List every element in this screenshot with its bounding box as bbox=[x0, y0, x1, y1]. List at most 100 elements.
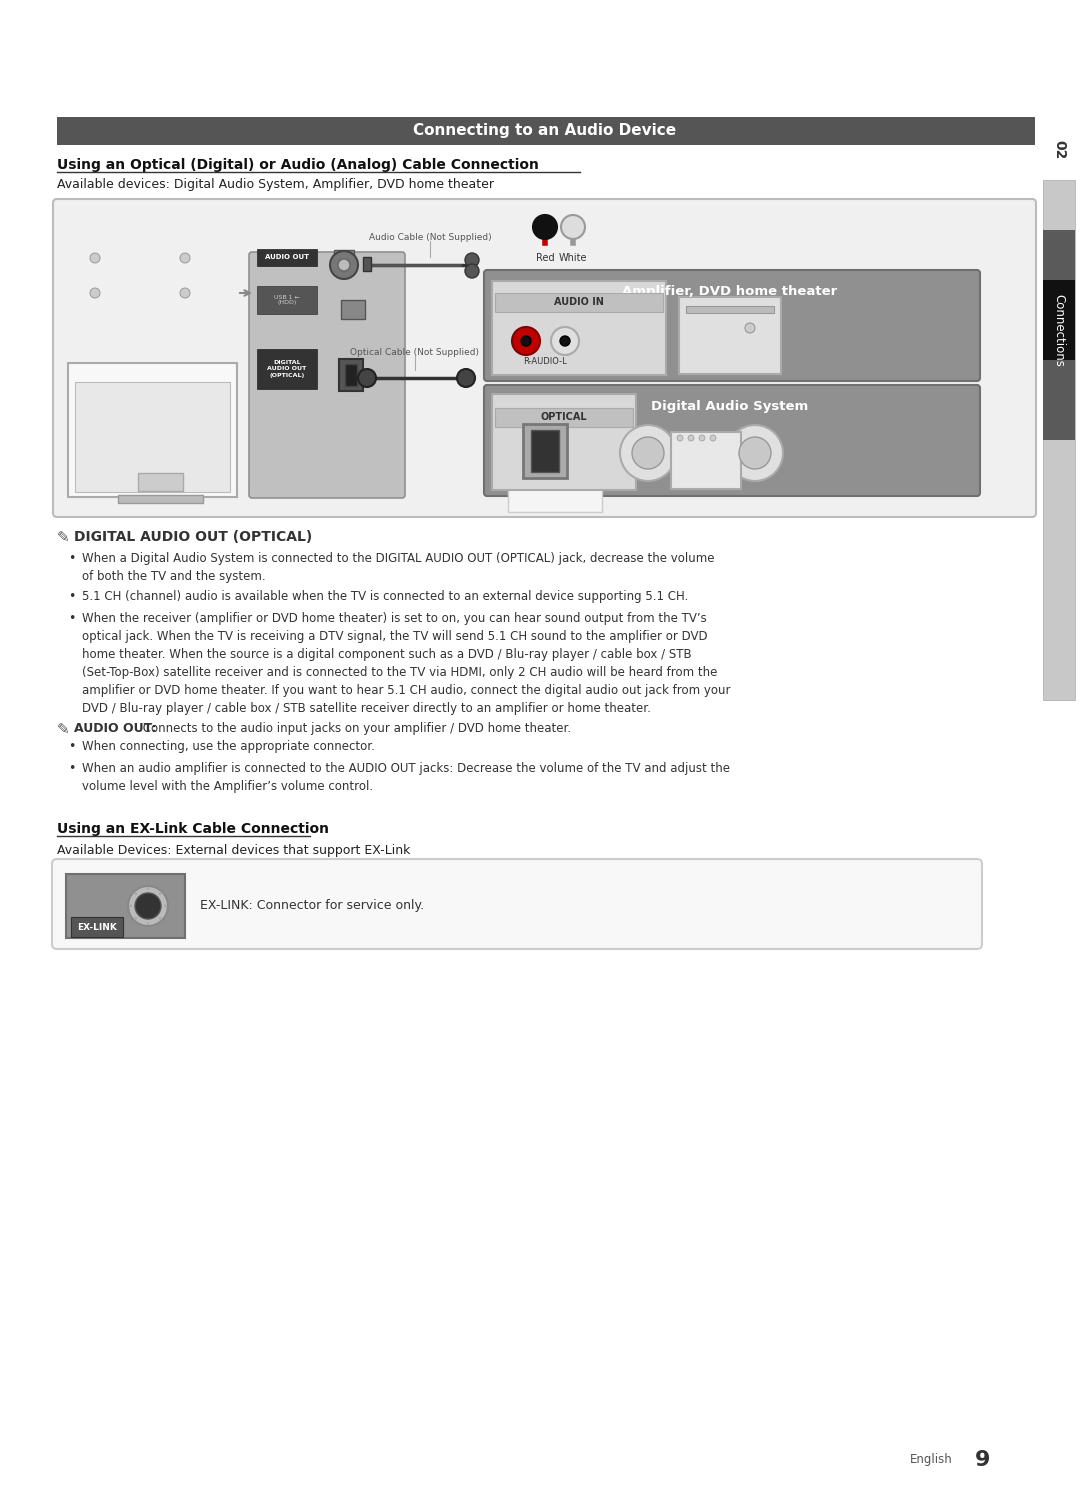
Text: ✎: ✎ bbox=[57, 530, 70, 545]
Text: 5.1 CH (channel) audio is available when the TV is connected to an external devi: 5.1 CH (channel) audio is available when… bbox=[82, 590, 688, 604]
FancyBboxPatch shape bbox=[495, 408, 633, 427]
FancyBboxPatch shape bbox=[363, 257, 372, 270]
FancyBboxPatch shape bbox=[71, 917, 123, 937]
Circle shape bbox=[561, 336, 570, 347]
Circle shape bbox=[357, 369, 376, 387]
Circle shape bbox=[512, 327, 540, 356]
Text: When a Digital Audio System is connected to the DIGITAL AUDIO OUT (OPTICAL) jack: When a Digital Audio System is connected… bbox=[82, 551, 715, 583]
Text: •: • bbox=[68, 762, 76, 775]
FancyBboxPatch shape bbox=[679, 297, 781, 374]
FancyBboxPatch shape bbox=[75, 382, 230, 492]
Text: Connecting to an Audio Device: Connecting to an Audio Device bbox=[414, 124, 676, 139]
Circle shape bbox=[134, 892, 137, 895]
Text: DIGITAL
AUDIO OUT
(OPTICAL): DIGITAL AUDIO OUT (OPTICAL) bbox=[268, 360, 307, 378]
Circle shape bbox=[677, 435, 683, 441]
FancyBboxPatch shape bbox=[257, 350, 318, 388]
Text: 9: 9 bbox=[975, 1451, 990, 1470]
Circle shape bbox=[90, 252, 100, 263]
FancyBboxPatch shape bbox=[671, 432, 741, 489]
FancyBboxPatch shape bbox=[484, 385, 980, 496]
Circle shape bbox=[745, 323, 755, 333]
Text: English: English bbox=[910, 1454, 953, 1467]
Circle shape bbox=[710, 435, 716, 441]
Text: Connections: Connections bbox=[1053, 293, 1066, 366]
Circle shape bbox=[159, 917, 162, 920]
Circle shape bbox=[620, 424, 676, 481]
FancyBboxPatch shape bbox=[484, 270, 980, 381]
Circle shape bbox=[632, 438, 664, 469]
Text: •: • bbox=[68, 613, 76, 624]
Text: EX-LINK: EX-LINK bbox=[77, 922, 117, 931]
FancyBboxPatch shape bbox=[531, 430, 559, 472]
Circle shape bbox=[135, 893, 161, 919]
Circle shape bbox=[180, 288, 190, 297]
Circle shape bbox=[147, 887, 149, 890]
Text: EX-LINK: Connector for service only.: EX-LINK: Connector for service only. bbox=[200, 899, 424, 913]
Text: USB 1 ←
(HDD): USB 1 ← (HDD) bbox=[274, 294, 300, 305]
FancyBboxPatch shape bbox=[341, 300, 365, 320]
FancyBboxPatch shape bbox=[57, 117, 1035, 145]
Circle shape bbox=[551, 327, 579, 356]
Text: Using an Optical (Digital) or Audio (Analog) Cable Connection: Using an Optical (Digital) or Audio (Ana… bbox=[57, 158, 539, 172]
Circle shape bbox=[739, 438, 771, 469]
FancyBboxPatch shape bbox=[1043, 179, 1075, 701]
Text: Connects to the audio input jacks on your amplifier / DVD home theater.: Connects to the audio input jacks on you… bbox=[139, 722, 571, 735]
Circle shape bbox=[457, 369, 475, 387]
Text: ✎: ✎ bbox=[57, 722, 70, 737]
Circle shape bbox=[688, 435, 694, 441]
Text: DIGITAL AUDIO OUT (OPTICAL): DIGITAL AUDIO OUT (OPTICAL) bbox=[75, 530, 312, 544]
Circle shape bbox=[521, 336, 531, 347]
Text: Red: Red bbox=[536, 252, 554, 263]
Circle shape bbox=[465, 264, 480, 278]
Circle shape bbox=[699, 435, 705, 441]
FancyBboxPatch shape bbox=[686, 306, 774, 314]
Text: OPTICAL: OPTICAL bbox=[541, 412, 588, 421]
FancyBboxPatch shape bbox=[118, 495, 203, 503]
Circle shape bbox=[90, 288, 100, 297]
Circle shape bbox=[134, 917, 137, 920]
Text: 02: 02 bbox=[1052, 140, 1066, 160]
Text: Optical Cable (Not Supplied): Optical Cable (Not Supplied) bbox=[351, 348, 480, 357]
Text: •: • bbox=[68, 740, 76, 753]
FancyBboxPatch shape bbox=[257, 285, 318, 314]
Text: Available Devices: External devices that support EX-Link: Available Devices: External devices that… bbox=[57, 844, 410, 858]
FancyBboxPatch shape bbox=[495, 293, 663, 312]
Circle shape bbox=[164, 904, 167, 907]
FancyBboxPatch shape bbox=[257, 249, 318, 266]
Text: When the receiver (amplifier or DVD home theater) is set to on, you can hear sou: When the receiver (amplifier or DVD home… bbox=[82, 613, 730, 716]
Circle shape bbox=[159, 892, 162, 895]
Text: Audio Cable (Not Supplied): Audio Cable (Not Supplied) bbox=[368, 233, 491, 242]
Text: •: • bbox=[68, 590, 76, 604]
Text: •: • bbox=[68, 551, 76, 565]
FancyBboxPatch shape bbox=[523, 424, 567, 478]
FancyBboxPatch shape bbox=[66, 874, 185, 938]
Circle shape bbox=[129, 904, 132, 907]
FancyBboxPatch shape bbox=[52, 859, 982, 949]
Text: AUDIO OUT: AUDIO OUT bbox=[265, 254, 309, 260]
FancyBboxPatch shape bbox=[345, 365, 357, 385]
FancyBboxPatch shape bbox=[339, 359, 363, 391]
Text: R-AUDIO-L: R-AUDIO-L bbox=[523, 357, 567, 366]
FancyBboxPatch shape bbox=[334, 249, 354, 260]
Circle shape bbox=[338, 258, 350, 270]
FancyBboxPatch shape bbox=[249, 252, 405, 498]
Circle shape bbox=[465, 252, 480, 267]
Text: When an audio amplifier is connected to the AUDIO OUT jacks: Decrease the volume: When an audio amplifier is connected to … bbox=[82, 762, 730, 793]
Circle shape bbox=[534, 215, 557, 239]
FancyBboxPatch shape bbox=[1043, 279, 1075, 360]
FancyBboxPatch shape bbox=[138, 474, 183, 492]
Circle shape bbox=[727, 424, 783, 481]
FancyBboxPatch shape bbox=[1043, 230, 1075, 441]
FancyBboxPatch shape bbox=[68, 363, 237, 498]
Text: AUDIO OUT:: AUDIO OUT: bbox=[75, 722, 157, 735]
Text: Available devices: Digital Audio System, Amplifier, DVD home theater: Available devices: Digital Audio System,… bbox=[57, 178, 494, 191]
FancyBboxPatch shape bbox=[492, 281, 666, 375]
Circle shape bbox=[330, 251, 357, 279]
Text: Amplifier, DVD home theater: Amplifier, DVD home theater bbox=[622, 285, 838, 297]
FancyBboxPatch shape bbox=[53, 199, 1036, 517]
Text: Digital Audio System: Digital Audio System bbox=[651, 400, 809, 412]
Text: White: White bbox=[558, 252, 588, 263]
Text: Using an EX-Link Cable Connection: Using an EX-Link Cable Connection bbox=[57, 822, 329, 837]
Circle shape bbox=[129, 886, 168, 926]
Circle shape bbox=[147, 922, 149, 925]
